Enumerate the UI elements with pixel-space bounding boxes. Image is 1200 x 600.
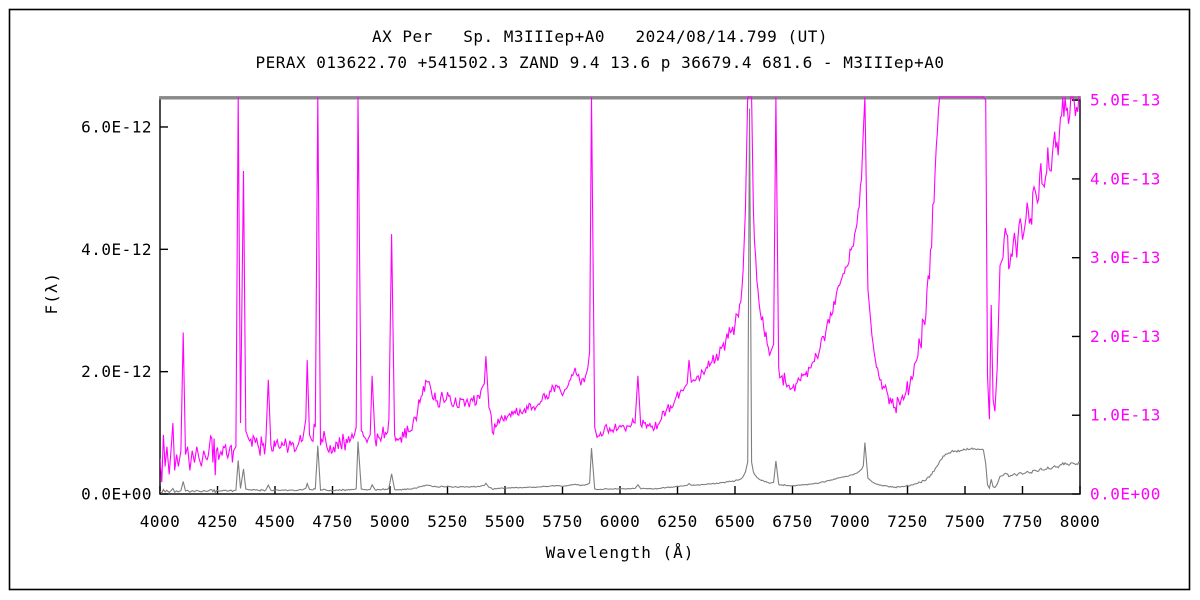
x-tick-label: 4250 — [197, 512, 238, 531]
left-y-tick-label: 4.0E-12 — [81, 240, 152, 259]
chart-title: AX Per Sp. M3IIIep+A0 2024/08/14.799 (UT… — [372, 27, 828, 46]
left-y-tick-label: 2.0E-12 — [81, 362, 152, 381]
x-tick-label: 7750 — [1002, 512, 1043, 531]
x-tick-label: 6750 — [772, 512, 813, 531]
x-tick-label: 5500 — [485, 512, 526, 531]
plot-box — [159, 96, 1081, 495]
magenta-spectrum-trace-right-scale — [160, 96, 1080, 483]
x-tick-label: 6500 — [715, 512, 756, 531]
x-tick-label: 6000 — [600, 512, 641, 531]
right-y-tick-label: 0.0E+00 — [1090, 485, 1161, 504]
outer-frame — [8, 8, 1191, 591]
x-axis-label: Wavelength (Å) — [545, 543, 695, 562]
x-tick-label: 7500 — [945, 512, 986, 531]
axis-ticks — [159, 99, 1081, 495]
right-y-tick-label: 4.0E-13 — [1090, 169, 1161, 188]
left-y-tick-label: 0.0E+00 — [81, 485, 152, 504]
x-tick-label: 5000 — [370, 512, 411, 531]
x-tick-label: 7250 — [887, 512, 928, 531]
gray-spectrum-trace-left-scale — [160, 108, 1080, 495]
x-tick-label: 5250 — [427, 512, 468, 531]
x-tick-label: 7000 — [830, 512, 871, 531]
right-y-tick-label: 5.0E-13 — [1090, 91, 1161, 110]
right-y-tick-label: 1.0E-13 — [1090, 406, 1161, 425]
left-y-tick-label: 6.0E-12 — [81, 117, 152, 136]
x-tick-label: 4000 — [140, 512, 181, 531]
tick-labels: 4000 4250 4500 4750 5000 5250 5500 5750 6000 6250… — [81, 91, 1161, 531]
x-tick-label: 6250 — [657, 512, 698, 531]
right-y-tick-label: 3.0E-13 — [1090, 248, 1161, 267]
spectrum-traces — [160, 96, 1080, 495]
x-tick-label: 4750 — [312, 512, 353, 531]
x-tick-label: 5750 — [542, 512, 583, 531]
right-y-tick-label: 2.0E-13 — [1090, 327, 1161, 346]
x-tick-label: 4500 — [255, 512, 296, 531]
x-tick-label: 8000 — [1060, 512, 1101, 531]
chart-subtitle: PERAX 013622.70 +541502.3 ZAND 9.4 13.6 … — [255, 53, 945, 72]
